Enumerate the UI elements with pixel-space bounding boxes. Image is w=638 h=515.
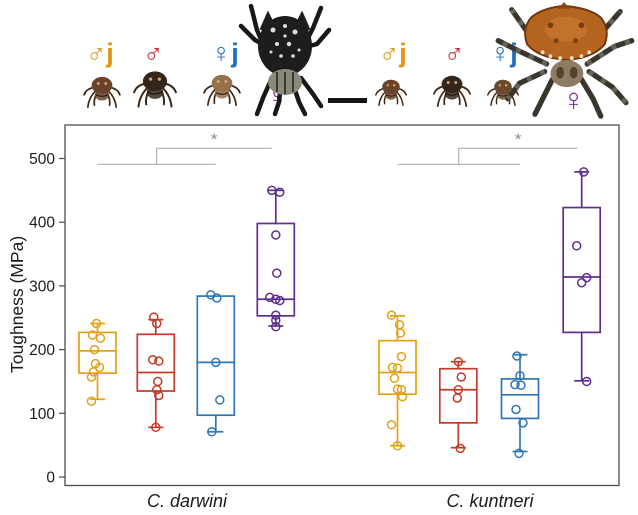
data-point (578, 167, 589, 177)
box-2-female-juvenile (196, 290, 236, 437)
data-point (148, 355, 158, 365)
group-label-darwini: C. darwini (146, 491, 228, 511)
female-symbol-kuntneri: ♀ (562, 82, 586, 117)
data-point (275, 295, 285, 306)
y-tick-label: 400 (29, 215, 55, 232)
box-7-female (562, 167, 602, 387)
male-symbol-darwini: ♂ (143, 38, 164, 68)
data-point (389, 373, 400, 384)
significance-star-1: * (515, 130, 522, 149)
male-juvenile-symbol-darwini: ♂j (86, 38, 114, 68)
data-point (510, 379, 520, 390)
box-4-male-juvenile (378, 310, 417, 451)
data-point (271, 294, 281, 305)
data-point (576, 277, 587, 288)
box-1-male (136, 312, 176, 433)
data-point (516, 380, 526, 391)
data-point (152, 384, 162, 395)
significance-bracket-0 (97, 147, 272, 165)
data-point (215, 395, 225, 405)
data-point (265, 292, 275, 303)
male-juvenile-symbol-kuntneri: ♂j (379, 38, 407, 68)
female-juvenile-symbol-darwini: ♀j (211, 38, 239, 68)
data-point (86, 372, 97, 382)
data-point (386, 420, 397, 430)
data-point (395, 328, 406, 338)
data-point (518, 418, 528, 428)
data-point (386, 310, 397, 320)
data-point (211, 357, 221, 368)
significance-bracket-1 (397, 147, 578, 165)
data-point (152, 318, 162, 329)
box-5-male (438, 356, 478, 454)
data-point (91, 318, 102, 329)
y-tick-label: 100 (29, 406, 55, 423)
data-point (95, 333, 106, 343)
data-point (581, 272, 592, 283)
data-point (88, 367, 99, 377)
data-point (271, 230, 281, 240)
data-point (512, 351, 522, 361)
data-point (392, 441, 403, 451)
data-point (154, 356, 164, 366)
data-point (89, 344, 100, 355)
significance-star-0: * (211, 130, 218, 149)
data-point (154, 390, 164, 401)
data-point (455, 443, 466, 454)
data-point (212, 293, 222, 303)
data-point (514, 448, 524, 459)
box-0-male-juvenile (78, 318, 117, 406)
data-point (153, 376, 163, 387)
data-point (275, 187, 285, 198)
data-point (452, 393, 463, 403)
y-tick-label: 0 (46, 470, 55, 487)
box-rect (196, 295, 236, 417)
y-tick-label: 200 (29, 342, 55, 359)
data-point (453, 356, 464, 367)
data-point (272, 268, 282, 278)
data-point (207, 427, 217, 437)
data-point (151, 422, 161, 433)
y-tick-label: 300 (29, 278, 55, 295)
box-rect (562, 206, 602, 334)
box-rect (438, 367, 478, 424)
scale-bar (328, 98, 367, 103)
plot-border (64, 124, 620, 487)
data-point (511, 404, 521, 415)
data-point (392, 384, 403, 394)
data-point (396, 351, 407, 362)
data-point (387, 362, 398, 373)
data-point (396, 384, 407, 395)
box-rect (136, 333, 176, 392)
y-tick-label: 500 (29, 151, 55, 168)
data-point (581, 376, 592, 387)
data-point (571, 241, 582, 251)
data-point (397, 391, 408, 402)
box-6-female-juvenile (500, 351, 540, 459)
data-point (271, 321, 281, 332)
group-label-kuntneri: C. kuntneri (446, 491, 534, 511)
data-point (515, 370, 525, 381)
data-point (271, 310, 281, 320)
data-point (87, 330, 98, 340)
data-point (456, 372, 467, 382)
male-symbol-kuntneri: ♂ (444, 38, 465, 68)
data-point (86, 396, 97, 406)
data-point (94, 362, 105, 373)
box-rect (378, 339, 417, 396)
box-rect (500, 378, 540, 420)
data-point (392, 363, 403, 373)
data-point (271, 315, 281, 326)
box-3-female (256, 185, 296, 332)
